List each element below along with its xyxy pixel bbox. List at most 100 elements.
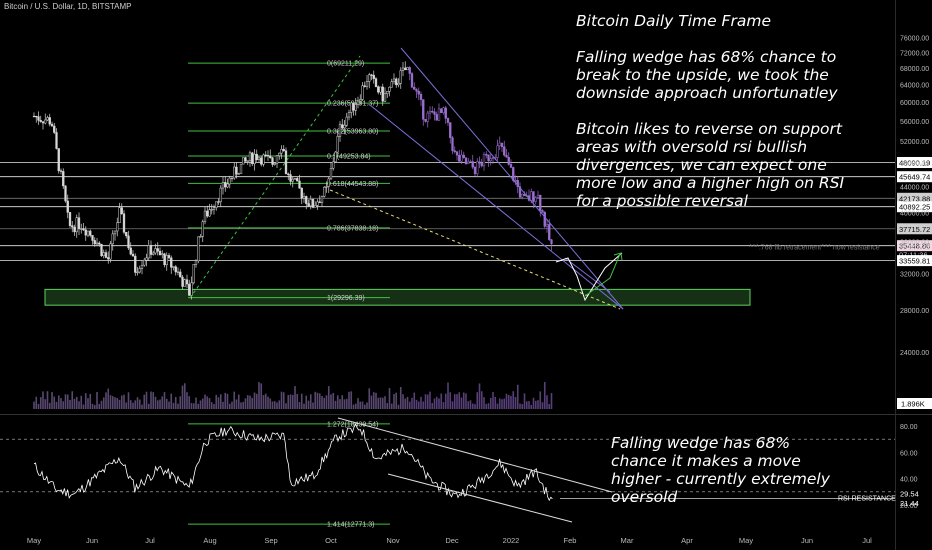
fib-level-label: 0(69211.29) [327,61,364,68]
volume-bar [210,402,213,409]
volume-bar [278,400,281,409]
volume-bar [336,395,339,409]
volume-bar [224,392,227,409]
candle-body [462,154,465,158]
volume-bar [485,403,488,409]
projection-path [555,252,623,302]
volume-bar [496,403,499,409]
candle-body [255,153,258,160]
candle-body [305,196,308,204]
volume-bar [546,395,548,409]
candle-body [359,99,362,102]
volume-bar [289,394,292,409]
candle-body [399,70,402,84]
candle-body [293,178,297,180]
candle-body [500,142,504,147]
candle-body [401,67,405,71]
candle-body [37,116,40,121]
level-tag-label: 35307.42 [899,243,930,252]
volume-bar [316,392,319,409]
candle-body [345,116,348,126]
candle-body [80,228,83,230]
rsi-level-label: 21.44 [900,499,919,508]
volume-bar [359,401,362,409]
time-tick-label: Jun [801,536,813,545]
wedge-lower-line [369,104,624,310]
fib-level-label: 0.618(44543.88) [327,181,378,188]
volume-bar [35,396,38,409]
volume-bar [350,391,353,409]
candle-body [68,212,72,226]
time-tick-label: Jul [862,536,872,545]
candle-body [530,191,533,201]
candle-body [262,154,265,165]
candle-body [246,160,249,162]
volume-bar [449,392,452,409]
volume-bar [168,401,170,409]
rsi-annotation: Falling wedge has 68% chance it makes a … [611,434,830,506]
time-tick-label: Oct [325,536,338,545]
candle-body [116,222,119,232]
candle-body [98,242,101,245]
volume-bar [411,397,413,409]
volume-bar [87,398,89,409]
candle-body [482,154,486,167]
volume-bar [512,391,515,409]
volume-bar [469,400,472,409]
volume-bar [91,403,94,409]
volume-bar [159,399,161,409]
rsi-level-label: 29.54 [900,489,919,498]
volume-bar [548,403,551,409]
volume-bar [57,395,60,409]
fib-level-label: 0.382(53963.80) [327,129,378,136]
candle-body [545,224,549,227]
volume-bar [550,393,553,409]
candle-body [471,161,474,168]
level-tag [897,192,932,204]
volume-bar [528,401,530,409]
volume-bar [262,395,265,409]
candle-body [395,78,398,86]
candle-body [464,157,468,164]
candle-body [269,155,272,159]
candle-body [224,182,227,188]
price-tick-label: 76000.00 [900,36,929,43]
main-annotation: Bitcoin Daily Time Frame Falling wedge h… [576,12,845,210]
candle-body [518,186,522,198]
candle-body [145,257,148,261]
volume-bar [417,401,420,409]
time-tick-label: Nov [386,536,400,545]
candle-body [147,245,150,259]
level-tag-label: 37715.72 [899,225,930,234]
volume-bar [539,391,542,409]
volume-bar [235,399,238,409]
price-tick-label: 24000.00 [900,350,929,357]
volume-bar [217,397,220,409]
volume-bar [386,403,389,409]
volume-bar [516,384,519,409]
volume-bar [82,404,85,409]
candle-body [266,155,270,157]
volume-bar [273,401,276,409]
volume-bar [514,396,517,409]
candle-body [118,207,121,223]
volume-bar [339,399,341,409]
candle-body [120,207,123,215]
volume-bar [334,400,337,409]
volume-bar [366,402,368,409]
volume-bar [312,402,314,409]
volume-bar [246,395,249,409]
volume-bar [161,396,164,409]
volume-bar [451,401,454,409]
level-tag [897,240,932,252]
volume-bar [147,403,150,409]
volume-bar [303,403,305,409]
candle-body [320,196,324,203]
candle-body [332,161,335,169]
volume-bar [179,396,182,409]
volume-bar [55,401,58,409]
candle-body [46,117,49,121]
rsi-resistance-label: RSI RESISTANCE [838,495,896,502]
candle-body [86,230,90,236]
